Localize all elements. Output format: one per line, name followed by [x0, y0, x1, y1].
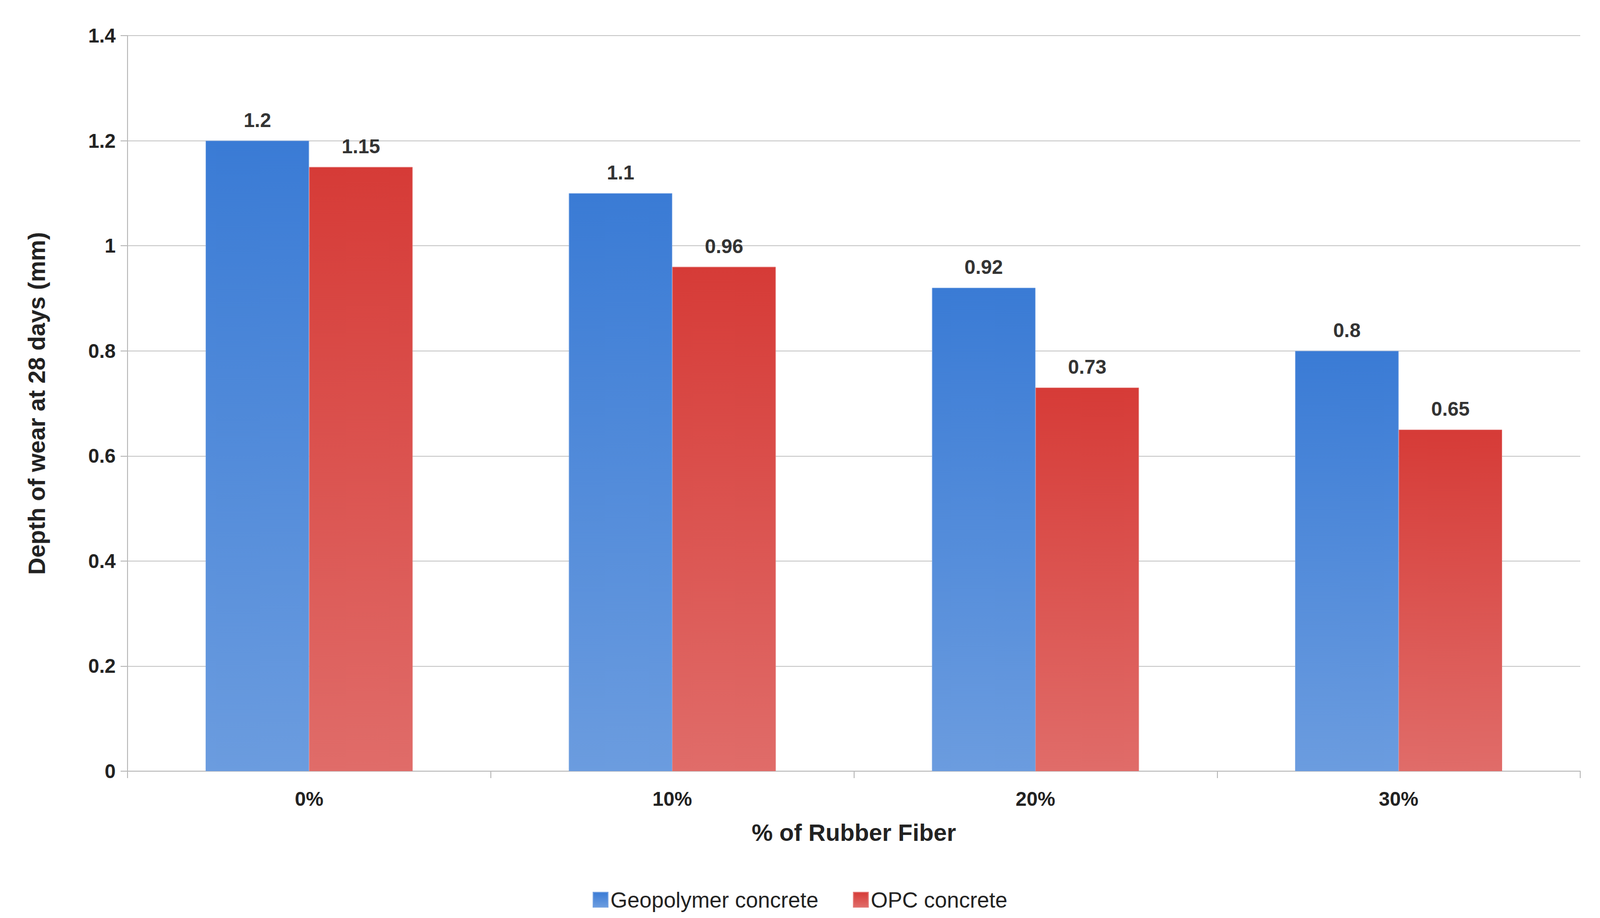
svg-text:0.96: 0.96: [704, 235, 744, 258]
svg-text:0%: 0%: [294, 787, 324, 810]
svg-text:1: 1: [104, 234, 116, 257]
svg-text:0.6: 0.6: [87, 444, 116, 467]
svg-text:1.1: 1.1: [606, 161, 635, 184]
svg-text:1.2: 1.2: [87, 129, 116, 152]
svg-text:1.2: 1.2: [243, 109, 272, 131]
svg-text:1.4: 1.4: [87, 24, 116, 47]
svg-text:10%: 10%: [652, 787, 692, 810]
svg-text:0.65: 0.65: [1430, 397, 1470, 420]
svg-text:0.8: 0.8: [87, 340, 116, 362]
svg-text:OPC concrete: OPC concrete: [870, 887, 1008, 912]
svg-text:% of Rubber Fiber: % of Rubber Fiber: [751, 819, 956, 846]
svg-text:Geopolymer concrete: Geopolymer concrete: [610, 887, 819, 912]
svg-text:30%: 30%: [1379, 787, 1419, 810]
svg-text:0.8: 0.8: [1333, 319, 1361, 342]
svg-text:0.73: 0.73: [1068, 355, 1107, 378]
svg-text:0.4: 0.4: [87, 550, 116, 572]
svg-text:0: 0: [104, 760, 116, 782]
svg-text:1.15: 1.15: [341, 135, 381, 158]
svg-text:20%: 20%: [1015, 787, 1056, 810]
svg-text:Depth of wear at 28 days (mm): Depth of wear at 28 days (mm): [23, 231, 50, 575]
svg-text:0.92: 0.92: [964, 256, 1003, 278]
svg-text:0.2: 0.2: [87, 654, 116, 677]
